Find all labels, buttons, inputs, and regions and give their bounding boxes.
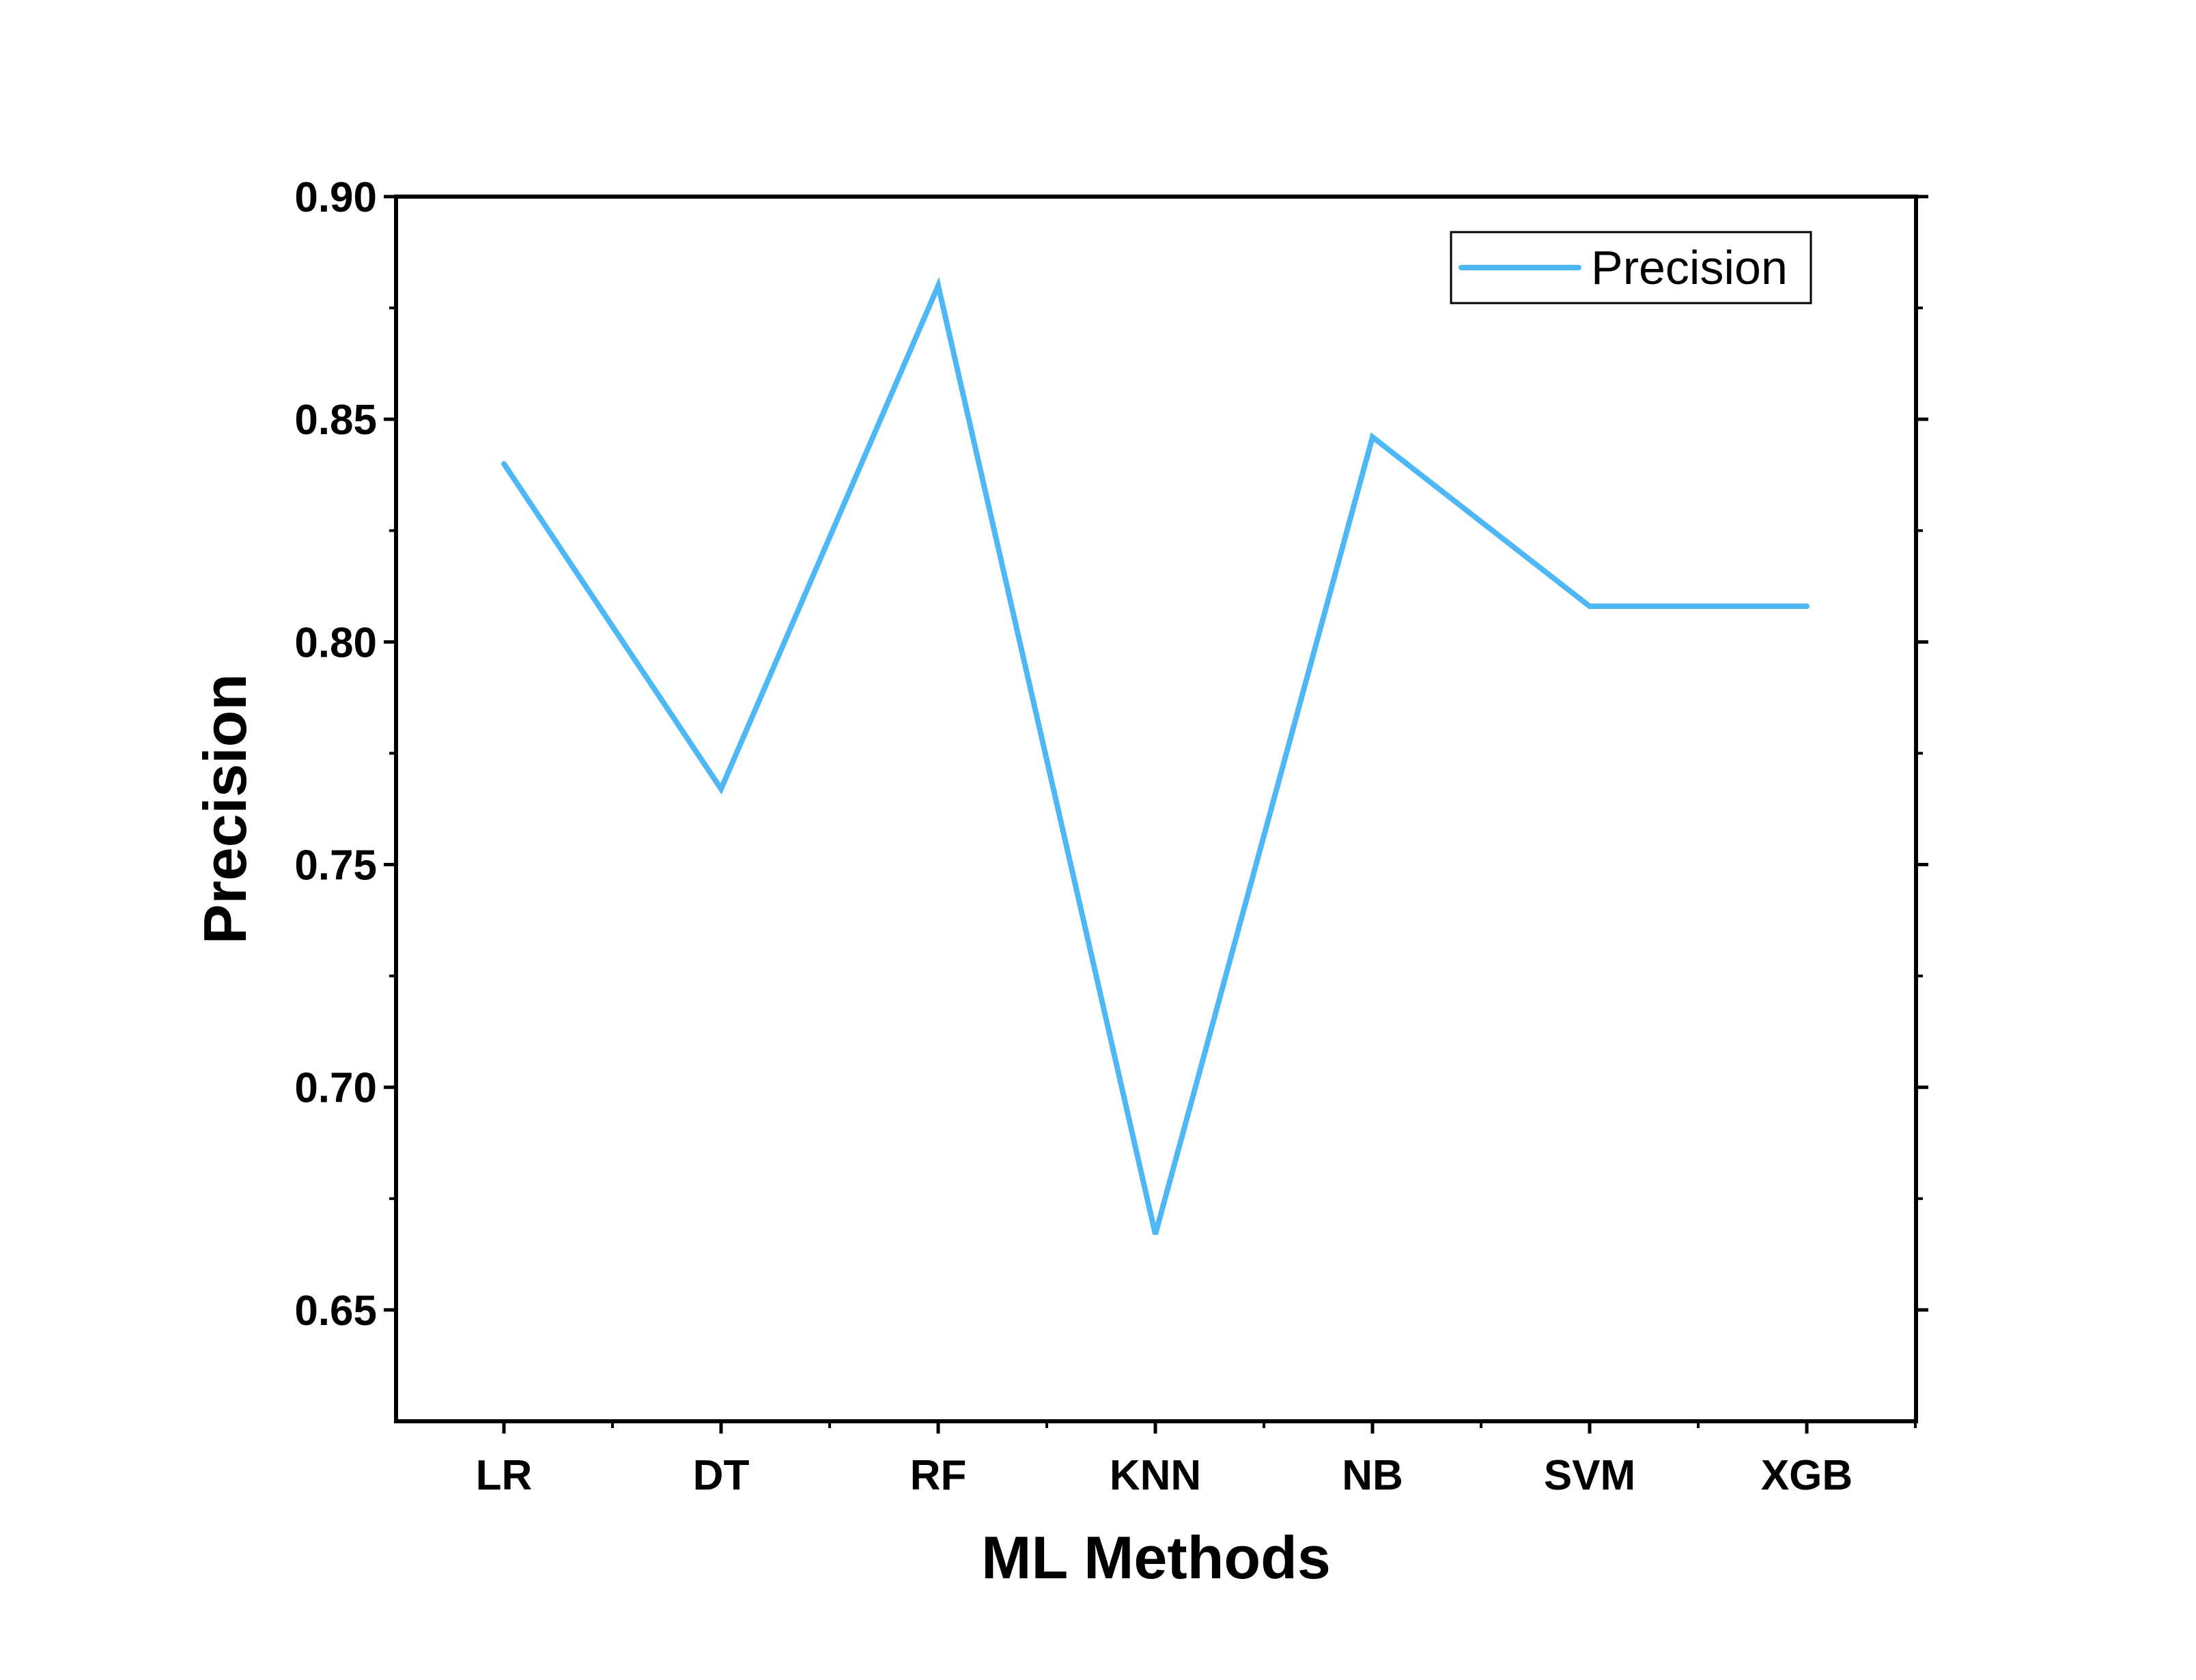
y-tick-label: 0.65 — [294, 1287, 377, 1335]
plot-frame — [394, 195, 1918, 1423]
y-tick-label: 0.85 — [294, 397, 377, 444]
legend-label: Precision — [1591, 241, 1788, 294]
x-tick-label: KNN — [1110, 1452, 1201, 1499]
x-axis: LR DT RF KNN NB SVM XGB — [476, 1421, 1917, 1499]
x-tick-label: RF — [910, 1452, 967, 1499]
x-tick-label: LR — [476, 1452, 533, 1499]
x-tick-label: DT — [693, 1452, 750, 1499]
y-axis: 0.65 0.70 0.75 0.80 0.85 0.90 — [294, 174, 1928, 1335]
y-tick-label: 0.90 — [294, 174, 377, 221]
legend: Precision — [1450, 231, 1812, 304]
y-tick-label: 0.70 — [294, 1065, 377, 1112]
series-line-precision — [501, 276, 1810, 1236]
y-tick-label: 0.75 — [294, 842, 377, 889]
x-tick-label: NB — [1342, 1452, 1403, 1499]
x-tick-label: XGB — [1761, 1452, 1853, 1499]
y-tick-label: 0.80 — [294, 619, 377, 666]
plot-area-border — [394, 195, 1918, 1423]
series-layer — [501, 276, 1810, 1236]
y-axis-title: Precision — [191, 674, 259, 944]
x-tick-label: SVM — [1544, 1452, 1635, 1499]
x-axis-title: ML Methods — [981, 1524, 1331, 1591]
